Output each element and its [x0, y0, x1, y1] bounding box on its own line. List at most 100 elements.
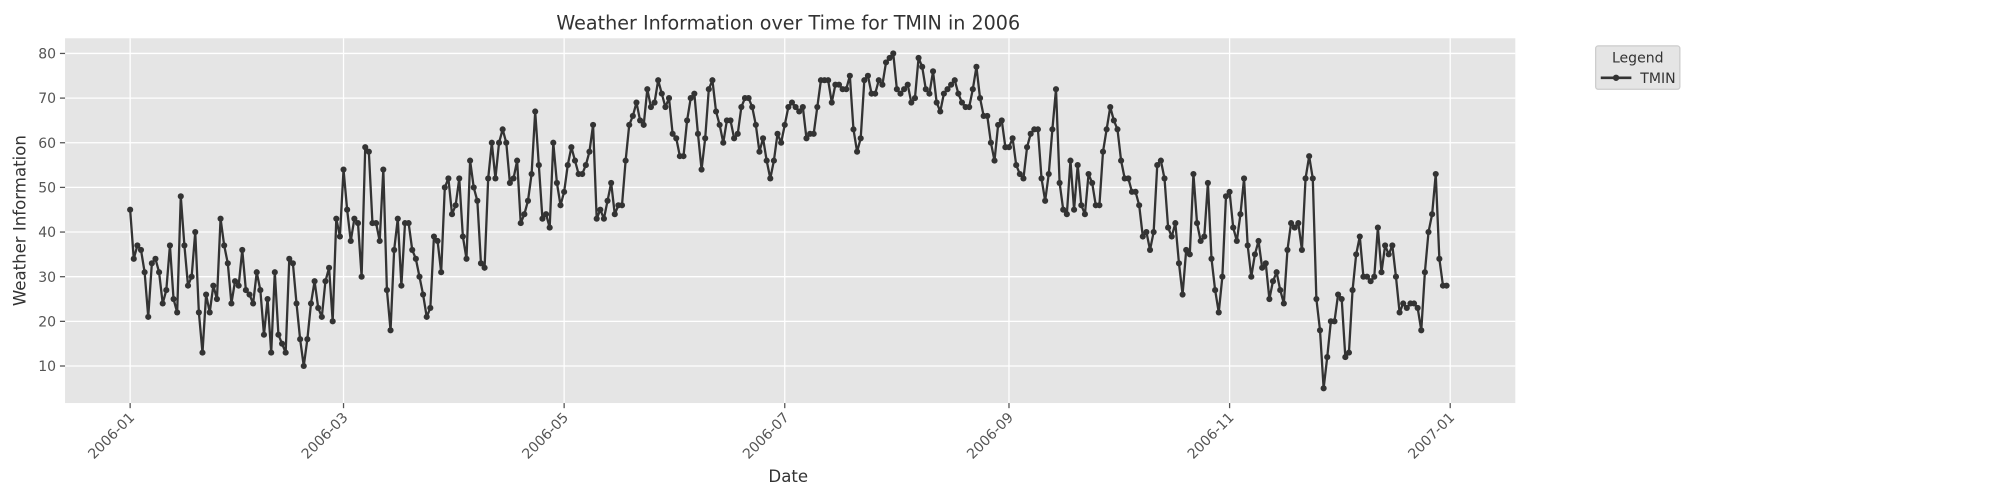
y-tick-label: 80	[38, 47, 56, 63]
data-point	[1139, 233, 1146, 240]
data-point	[1060, 206, 1067, 213]
data-point	[1389, 242, 1396, 249]
data-point	[857, 135, 864, 142]
data-point	[257, 287, 264, 294]
data-point	[481, 264, 488, 271]
data-point	[358, 273, 365, 280]
data-point	[448, 211, 456, 218]
data-point	[445, 175, 452, 182]
data-point	[738, 103, 745, 111]
data-point	[1118, 157, 1125, 164]
data-point	[412, 255, 419, 262]
data-point	[1436, 255, 1443, 262]
data-point	[1204, 179, 1211, 186]
data-point	[217, 215, 224, 222]
data-point	[767, 175, 774, 182]
data-point	[922, 86, 929, 93]
data-point	[307, 300, 315, 307]
data-point	[271, 269, 278, 276]
data-point	[278, 340, 286, 347]
data-point	[1237, 211, 1244, 218]
data-point	[1400, 300, 1407, 307]
data-point	[148, 260, 155, 267]
data-point	[398, 282, 405, 289]
data-point	[1396, 309, 1403, 316]
data-point	[1421, 269, 1428, 276]
data-point	[145, 313, 152, 320]
data-point	[1298, 246, 1305, 253]
data-point	[535, 162, 542, 169]
data-point	[640, 121, 647, 128]
data-point	[998, 117, 1005, 124]
data-point	[608, 179, 615, 186]
data-point	[637, 117, 644, 124]
data-point	[340, 166, 347, 173]
data-point	[1143, 228, 1150, 236]
data-point	[376, 237, 383, 245]
data-point	[590, 121, 597, 128]
data-point	[669, 130, 676, 137]
data-point	[893, 86, 900, 93]
data-point	[1154, 162, 1161, 169]
data-point	[770, 157, 777, 164]
data-point	[734, 130, 741, 137]
data-point	[130, 255, 137, 262]
data-point	[438, 269, 445, 276]
data-point	[1259, 264, 1266, 271]
data-point	[239, 246, 246, 253]
data-point	[926, 90, 933, 97]
data-point	[1172, 220, 1179, 227]
data-point	[872, 90, 879, 97]
x-tick-label: 2006-07	[740, 410, 793, 463]
data-point	[1371, 273, 1378, 280]
data-point	[434, 237, 441, 245]
data-point	[1103, 126, 1110, 133]
data-point	[1241, 175, 1248, 182]
data-point	[300, 362, 307, 370]
data-point	[1255, 237, 1262, 245]
data-point	[311, 278, 318, 285]
data-point	[347, 237, 354, 245]
data-point	[203, 291, 210, 298]
data-point	[463, 255, 470, 262]
data-point	[1045, 170, 1052, 178]
data-point	[246, 291, 253, 298]
data-point	[1071, 206, 1078, 213]
data-point	[1222, 193, 1230, 200]
data-point	[1034, 126, 1041, 133]
data-point	[680, 153, 687, 160]
data-point	[488, 139, 495, 146]
data-point	[651, 99, 658, 106]
data-point	[550, 139, 557, 146]
data-point	[712, 108, 720, 115]
data-point	[897, 90, 904, 97]
data-point	[495, 139, 503, 146]
data-point	[673, 135, 680, 142]
data-point	[156, 269, 163, 276]
data-point	[264, 295, 271, 303]
data-point	[1215, 309, 1222, 316]
data-point	[940, 90, 947, 97]
data-point	[1049, 126, 1056, 133]
data-point	[1429, 211, 1436, 218]
data-point	[297, 336, 304, 343]
data-point	[1269, 278, 1277, 285]
data-point	[1175, 260, 1183, 267]
x-tick-label: 2006-09	[964, 410, 1017, 463]
data-point	[336, 233, 343, 240]
data-point	[582, 162, 589, 169]
data-point	[579, 170, 586, 178]
data-point	[1165, 224, 1172, 231]
data-point	[655, 77, 662, 84]
data-point	[1382, 242, 1389, 249]
data-point	[394, 215, 401, 222]
data-point	[1005, 144, 1013, 151]
data-point	[814, 103, 821, 111]
data-point	[622, 157, 629, 164]
data-point	[427, 304, 434, 312]
data-point	[1081, 211, 1088, 218]
y-tick-label: 30	[38, 270, 56, 286]
data-point	[181, 242, 188, 249]
data-point	[709, 77, 716, 84]
data-point	[759, 135, 767, 142]
